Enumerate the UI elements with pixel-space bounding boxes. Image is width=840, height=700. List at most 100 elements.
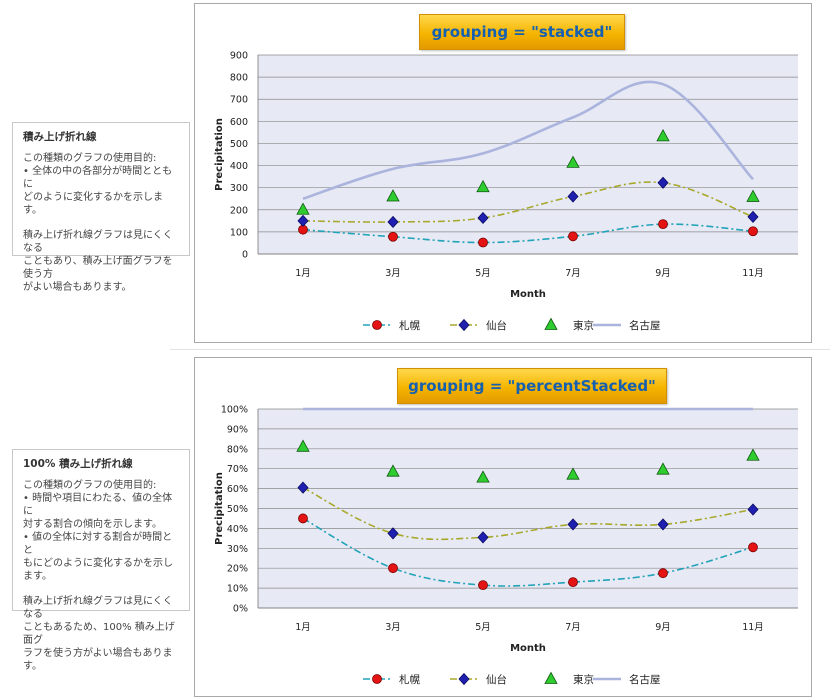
data-point (386, 464, 400, 477)
y-tick-label: 20% (227, 564, 248, 575)
data-point (747, 210, 759, 223)
data-point (388, 563, 398, 574)
chart-panel-stacked: grouping = "stacked" 0 100 200 300 400 500 600… (194, 3, 812, 343)
legend-label: 東京 (573, 319, 594, 332)
data-point (298, 513, 308, 524)
data-point (478, 580, 488, 591)
section-divider (170, 349, 830, 350)
data-point (476, 179, 490, 193)
data-point (296, 439, 310, 452)
data-point (386, 189, 400, 202)
legend-label: 名古屋 (629, 673, 661, 686)
legend-item: 東京 (544, 317, 594, 332)
legend-item: 札幌 (363, 673, 420, 686)
legend-label: 仙台 (486, 673, 507, 686)
series-line (302, 80, 754, 200)
series-line (302, 181, 754, 223)
legend-label: 札幌 (399, 319, 420, 332)
data-point (658, 568, 668, 579)
data-point (746, 448, 760, 461)
x-axis-label: Month (510, 289, 546, 300)
x-tick-label: 7月 (565, 622, 581, 633)
data-point (567, 518, 579, 531)
y-axis-label: Precipitation (214, 472, 225, 545)
series-markers (296, 439, 760, 483)
chart-title: grouping = "stacked" (419, 14, 625, 50)
series-markers (296, 129, 760, 215)
data-point (656, 462, 670, 475)
note-paragraph: この種類のグラフの使用目的: • 時間や項目にわたる、値の全体に 対する割合の傾… (23, 480, 173, 582)
data-point (297, 481, 309, 494)
legend-label: 名古屋 (629, 319, 661, 332)
legend-marker (458, 672, 470, 686)
data-point (566, 155, 580, 168)
y-tick-label: 200 (230, 205, 248, 216)
y-tick-label: 300 (230, 183, 248, 194)
legend-marker (544, 317, 558, 330)
plot-area (258, 55, 798, 254)
note-paragraph: この種類のグラフの使用目的: • 全体の中の各部分が時間とともに どのように変化… (23, 153, 173, 216)
y-tick-label: 400 (230, 161, 248, 172)
chart-percent-stacked: 0% 10% 20% 30% 40% 50% 60% 70% 80% 90% 100% 1月 3月 5月 7… (214, 405, 798, 686)
y-tick-label: 100% (221, 405, 248, 416)
legend-marker (544, 671, 558, 684)
y-tick-label: 700 (230, 95, 248, 106)
note-title: 積み上げ折れ線 (23, 131, 97, 143)
legend-item: 仙台 (450, 672, 507, 686)
legend-item: 東京 (544, 671, 594, 686)
note-paragraph: 積み上げ折れ線グラフは見にくくなる こともあるため、100% 積み上げ面グ ラフ… (23, 596, 175, 672)
data-point (477, 211, 489, 225)
legend-label: 東京 (573, 673, 594, 686)
series-line (302, 223, 754, 244)
x-tick-label: 7月 (565, 268, 581, 279)
x-tick-label: 3月 (385, 622, 401, 633)
note-paragraph: 積み上げ折れ線グラフは見にくくなる こともあり、積み上げ面グラフを使う方 がよい… (23, 230, 173, 293)
y-tick-label: 30% (227, 544, 248, 555)
series-markers (297, 481, 759, 544)
y-tick-label: 900 (230, 51, 248, 62)
description-note-stacked: 積み上げ折れ線 この種類のグラフの使用目的: • 全体の中の各部分が時間とともに… (12, 122, 190, 293)
data-point (748, 226, 758, 237)
chart-panel-percent-stacked: grouping = "percentStacked" 0% 10% 20% 30% 4… (194, 357, 812, 697)
x-tick-label: 9月 (655, 268, 671, 279)
data-point (748, 542, 758, 553)
legend-item: 名古屋 (593, 319, 661, 332)
note-title: 100% 積み上げ折れ線 (23, 458, 133, 470)
series-line (302, 486, 754, 541)
legend-marker (458, 318, 470, 332)
legend-marker (372, 674, 382, 684)
data-point (566, 467, 580, 480)
series-markers (298, 219, 758, 248)
legend: 札幌 仙台 東京 名古屋 (363, 317, 661, 332)
y-axis-label: Precipitation (214, 118, 225, 191)
data-point (568, 231, 578, 242)
data-point (746, 189, 760, 202)
series-line (302, 517, 754, 587)
data-point (476, 470, 490, 483)
y-tick-label: 800 (230, 73, 248, 84)
legend-marker (372, 320, 382, 330)
y-tick-label: 50% (227, 504, 248, 515)
data-point (747, 503, 759, 516)
chart-title: grouping = "percentStacked" (397, 368, 667, 404)
y-tick-label: 100 (230, 227, 248, 238)
x-tick-label: 5月 (475, 622, 491, 633)
data-point (388, 231, 398, 242)
y-tick-label: 10% (227, 584, 248, 595)
data-point (658, 219, 668, 230)
legend-label: 仙台 (486, 319, 507, 332)
x-tick-label: 1月 (295, 622, 311, 633)
data-point (477, 531, 489, 544)
legend-item: 仙台 (450, 318, 507, 332)
data-point (657, 176, 669, 189)
x-tick-label: 11月 (742, 268, 764, 279)
data-point (568, 577, 578, 588)
legend-item: 札幌 (363, 319, 420, 332)
series-markers (297, 176, 759, 229)
data-point (656, 129, 670, 142)
x-tick-label: 11月 (742, 622, 764, 633)
y-tick-label: 0% (233, 604, 248, 615)
y-tick-label: 0 (242, 250, 248, 261)
y-tick-label: 70% (227, 464, 248, 475)
x-tick-label: 9月 (655, 622, 671, 633)
